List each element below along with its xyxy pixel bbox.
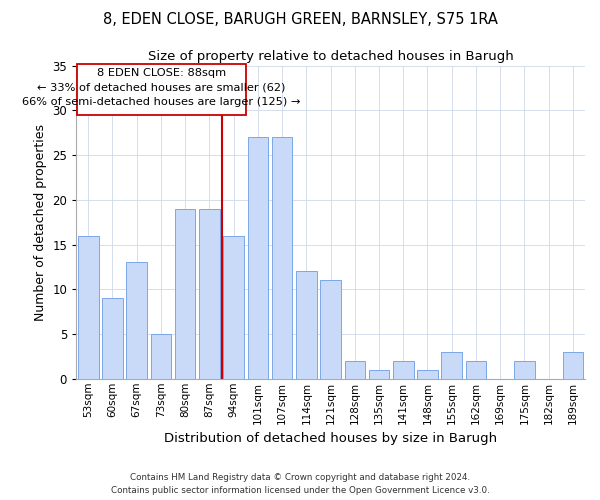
Bar — [151, 334, 171, 379]
X-axis label: Distribution of detached houses by size in Barugh: Distribution of detached houses by size … — [164, 432, 497, 445]
Bar — [466, 361, 486, 379]
Bar — [77, 64, 246, 115]
Bar — [78, 236, 98, 379]
Bar — [514, 361, 535, 379]
Bar — [175, 208, 196, 379]
Bar — [102, 298, 123, 379]
Bar — [199, 208, 220, 379]
Bar — [296, 272, 317, 379]
Bar — [442, 352, 462, 379]
Y-axis label: Number of detached properties: Number of detached properties — [34, 124, 47, 320]
Bar — [127, 262, 147, 379]
Title: Size of property relative to detached houses in Barugh: Size of property relative to detached ho… — [148, 50, 514, 63]
Text: Contains HM Land Registry data © Crown copyright and database right 2024.
Contai: Contains HM Land Registry data © Crown c… — [110, 474, 490, 495]
Text: 8 EDEN CLOSE: 88sqm
← 33% of detached houses are smaller (62)
66% of semi-detach: 8 EDEN CLOSE: 88sqm ← 33% of detached ho… — [22, 68, 301, 107]
Bar — [369, 370, 389, 379]
Bar — [320, 280, 341, 379]
Bar — [272, 137, 292, 379]
Bar — [417, 370, 438, 379]
Bar — [563, 352, 583, 379]
Bar — [248, 137, 268, 379]
Bar — [223, 236, 244, 379]
Bar — [393, 361, 413, 379]
Bar — [344, 361, 365, 379]
Text: 8, EDEN CLOSE, BARUGH GREEN, BARNSLEY, S75 1RA: 8, EDEN CLOSE, BARUGH GREEN, BARNSLEY, S… — [103, 12, 497, 28]
